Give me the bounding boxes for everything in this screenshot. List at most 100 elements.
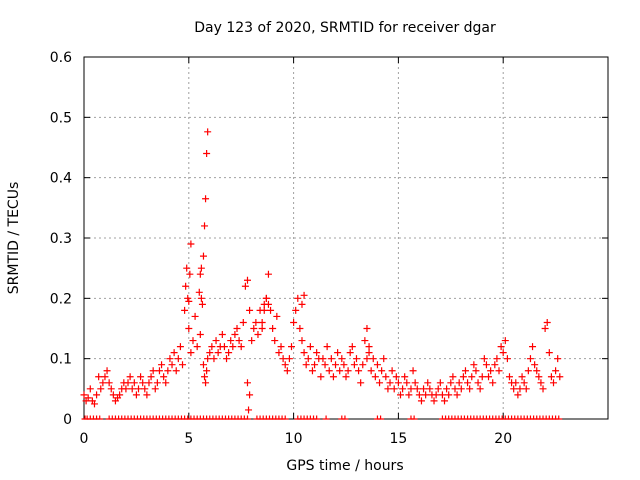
data-point bbox=[311, 361, 319, 369]
y-tick-label: 0.5 bbox=[50, 110, 72, 126]
data-point bbox=[445, 391, 453, 399]
data-point bbox=[512, 379, 520, 387]
data-point bbox=[149, 367, 157, 375]
data-point bbox=[239, 318, 247, 326]
data-point bbox=[380, 355, 388, 363]
data-point bbox=[84, 394, 92, 402]
data-point bbox=[271, 337, 279, 345]
data-point bbox=[466, 385, 474, 393]
data-point bbox=[264, 300, 272, 308]
data-point bbox=[202, 195, 210, 203]
data-point bbox=[382, 373, 390, 381]
data-point bbox=[541, 325, 549, 332]
data-point bbox=[199, 361, 207, 369]
data-point bbox=[279, 355, 287, 363]
data-point bbox=[203, 150, 211, 158]
data-point bbox=[246, 306, 254, 314]
data-point bbox=[80, 391, 88, 399]
data-point bbox=[109, 391, 117, 399]
data-point bbox=[350, 361, 358, 369]
zero-data-point bbox=[341, 415, 349, 420]
data-point bbox=[172, 367, 180, 375]
data-point bbox=[185, 325, 193, 332]
data-point bbox=[208, 343, 216, 351]
data-point bbox=[357, 379, 365, 387]
data-point bbox=[264, 270, 272, 278]
data-point bbox=[273, 312, 281, 320]
data-point bbox=[556, 373, 564, 381]
data-point bbox=[214, 349, 222, 357]
data-point bbox=[151, 385, 159, 393]
data-point bbox=[543, 318, 551, 326]
data-point bbox=[90, 400, 98, 408]
data-point bbox=[367, 367, 375, 375]
data-point bbox=[321, 361, 329, 369]
data-point bbox=[390, 385, 398, 393]
data-point bbox=[283, 367, 291, 375]
data-point bbox=[184, 294, 192, 302]
data-point bbox=[438, 391, 446, 399]
data-point bbox=[529, 343, 537, 351]
x-axis-label: GPS time / hours bbox=[286, 458, 403, 474]
data-point bbox=[432, 391, 440, 399]
data-point bbox=[340, 361, 348, 369]
data-point bbox=[487, 367, 495, 375]
data-point bbox=[514, 391, 522, 399]
data-point bbox=[317, 373, 325, 381]
data-point bbox=[101, 373, 109, 381]
data-point bbox=[526, 355, 534, 363]
data-point bbox=[493, 355, 501, 363]
data-point bbox=[373, 361, 381, 369]
data-point bbox=[510, 385, 518, 393]
data-point bbox=[243, 379, 251, 387]
data-point bbox=[476, 385, 484, 393]
data-point bbox=[116, 391, 124, 399]
data-point bbox=[252, 318, 260, 326]
data-point bbox=[325, 367, 333, 375]
data-point bbox=[403, 379, 411, 387]
data-point bbox=[430, 397, 438, 405]
data-point bbox=[346, 349, 354, 357]
data-point bbox=[306, 343, 314, 351]
data-point bbox=[411, 379, 419, 387]
data-point bbox=[198, 300, 206, 308]
data-point bbox=[363, 325, 371, 332]
data-point bbox=[455, 379, 463, 387]
data-point bbox=[420, 385, 428, 393]
data-point bbox=[201, 222, 209, 230]
zero-data-point bbox=[555, 415, 563, 420]
data-point bbox=[344, 367, 352, 375]
data-point bbox=[187, 240, 195, 248]
data-point bbox=[179, 361, 187, 369]
data-point bbox=[359, 361, 367, 369]
y-axis-label: SRMTID / TECUs bbox=[6, 182, 22, 295]
data-point bbox=[461, 367, 469, 375]
data-point bbox=[550, 379, 558, 387]
data-point bbox=[300, 349, 308, 357]
data-point bbox=[365, 349, 373, 357]
data-point bbox=[164, 367, 172, 375]
data-point bbox=[201, 373, 209, 381]
data-point bbox=[401, 373, 409, 381]
data-point bbox=[447, 379, 455, 387]
data-point bbox=[107, 385, 115, 393]
data-point bbox=[545, 349, 553, 357]
data-point bbox=[371, 373, 379, 381]
data-point bbox=[237, 343, 245, 351]
data-point bbox=[323, 343, 331, 351]
data-point bbox=[196, 270, 204, 278]
data-point bbox=[187, 349, 195, 357]
data-point bbox=[296, 325, 304, 332]
data-point bbox=[126, 373, 134, 381]
data-point bbox=[524, 367, 532, 375]
data-point bbox=[552, 367, 560, 375]
data-point bbox=[399, 385, 407, 393]
data-point bbox=[229, 343, 237, 351]
y-tick-label: 0 bbox=[63, 412, 72, 428]
data-point bbox=[212, 337, 220, 345]
data-point bbox=[275, 349, 283, 357]
data-point bbox=[348, 343, 356, 351]
data-point bbox=[369, 355, 377, 363]
data-point bbox=[470, 361, 478, 369]
